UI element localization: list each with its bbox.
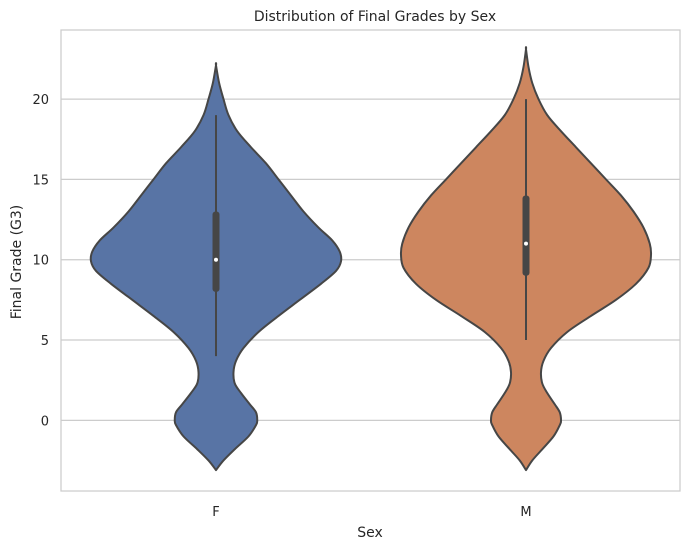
x-tick-label-F: F	[212, 505, 219, 520]
y-tick-label-15: 15	[32, 173, 49, 188]
chart-title: Distribution of Final Grades by Sex	[254, 9, 496, 25]
violin-iqr-box-M	[522, 195, 530, 276]
violin-iqr-box-F	[212, 211, 220, 292]
violin-F	[89, 62, 343, 472]
y-tick-label-0: 0	[41, 414, 49, 429]
violin-median-F	[214, 257, 218, 262]
y-tick-labels: 0 5 10 15 20	[32, 93, 49, 429]
violin-layer	[89, 46, 653, 472]
y-tick-label-5: 5	[41, 334, 49, 349]
violin-median-M	[524, 241, 528, 246]
x-axis-label: Sex	[357, 525, 383, 541]
y-tick-label-20: 20	[32, 93, 49, 108]
plot-frame	[60, 29, 681, 492]
x-tick-label-M: M	[520, 505, 531, 520]
violin-M	[399, 46, 653, 472]
y-axis-label: Final Grade (G3)	[9, 205, 25, 320]
y-tick-label-10: 10	[32, 254, 49, 269]
